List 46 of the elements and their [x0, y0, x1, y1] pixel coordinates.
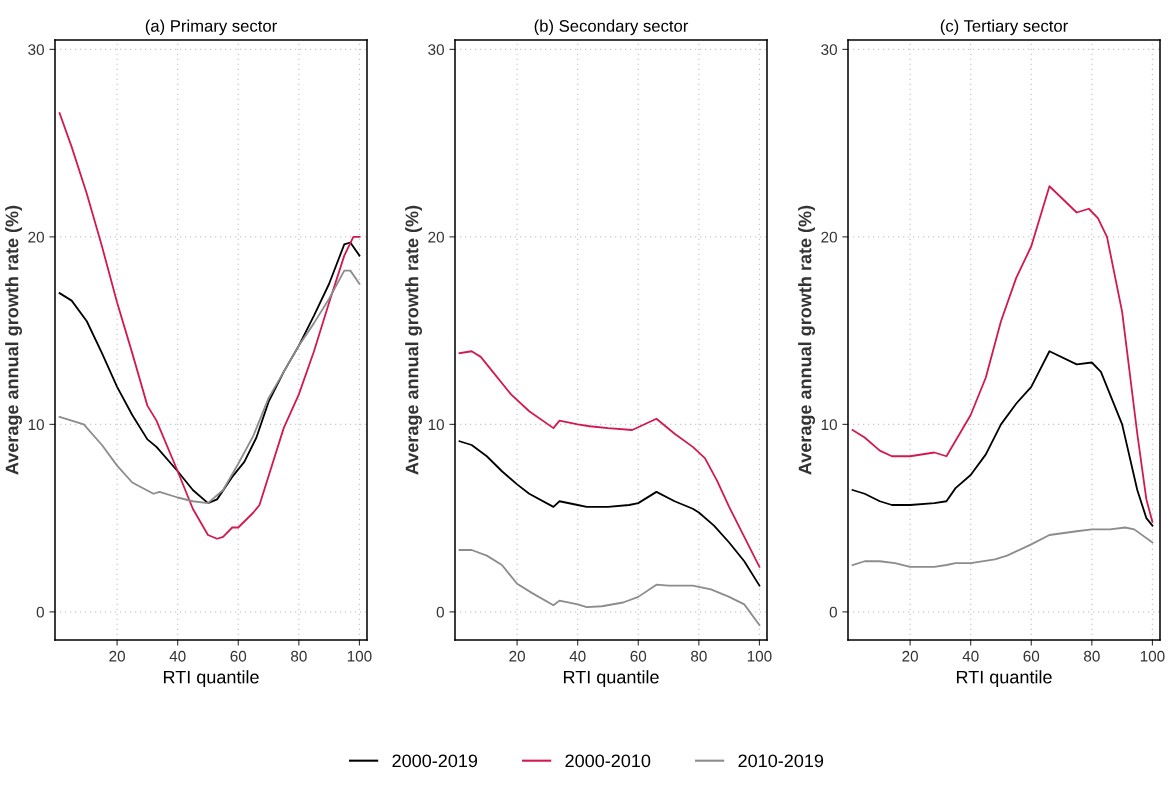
x-tick-label: 40 — [169, 650, 186, 662]
x-tick-label: 20 — [902, 650, 918, 662]
y-axis-title: Average annual growth rate (%) — [405, 205, 423, 475]
x-tick-label: 80 — [1084, 650, 1100, 662]
line-series — [851, 185, 1154, 523]
x-tick-label: 20 — [109, 650, 125, 662]
x-tick-label: 40 — [569, 650, 586, 662]
x-tick-label: 80 — [691, 650, 707, 662]
line-series — [851, 350, 1154, 527]
y-tick-label: 30 — [821, 44, 837, 56]
chart-title: (a) Primary sector — [145, 19, 277, 36]
x-tick-label: 20 — [509, 650, 525, 662]
line-series — [458, 549, 761, 626]
legend-label: 2000-2019 — [392, 754, 478, 768]
y-tick-label: 20 — [821, 231, 837, 243]
x-axis-title: RTI quantile — [163, 670, 259, 688]
legend-label: 2010-2019 — [738, 754, 824, 768]
y-tick-label: 20 — [428, 231, 444, 243]
y-tick-label: 20 — [28, 231, 44, 243]
y-tick-label: 30 — [428, 44, 444, 56]
line-series — [458, 440, 761, 587]
legend-label: 2000-2010 — [565, 754, 651, 768]
x-tick-label: 100 — [347, 650, 372, 662]
y-tick-label: 0 — [36, 606, 44, 618]
y-tick-label: 10 — [821, 419, 837, 431]
x-axis-title: RTI quantile — [563, 670, 659, 688]
line-series — [458, 350, 761, 568]
y-tick-label: 0 — [436, 606, 444, 618]
x-tick-label: 100 — [747, 650, 772, 662]
x-tick-label: 60 — [230, 650, 247, 662]
x-tick-label: 100 — [1140, 650, 1165, 662]
y-axis-title: Average annual growth rate (%) — [5, 205, 23, 475]
x-tick-label: 60 — [630, 650, 647, 662]
y-tick-label: 30 — [28, 44, 44, 56]
line-series — [851, 526, 1154, 568]
x-axis-title: RTI quantile — [956, 670, 1052, 688]
y-tick-label: 10 — [428, 419, 444, 431]
y-axis-title: Average annual growth rate (%) — [798, 205, 816, 475]
y-tick-label: 0 — [829, 606, 837, 618]
chart-title: (c) Tertiary sector — [940, 19, 1068, 36]
x-tick-label: 80 — [291, 650, 307, 662]
x-tick-label: 60 — [1023, 650, 1040, 662]
y-tick-label: 10 — [28, 419, 44, 431]
x-tick-label: 40 — [962, 650, 979, 662]
line-series — [58, 112, 361, 540]
chart-title: (b) Secondary sector — [534, 19, 689, 36]
